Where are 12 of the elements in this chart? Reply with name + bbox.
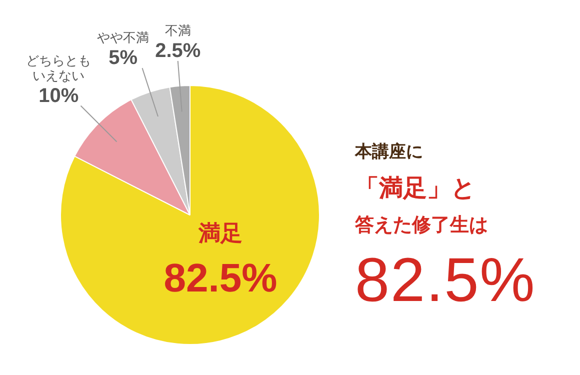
slice-label: どちらともいえない — [26, 54, 92, 84]
data-label: 2.5% — [155, 40, 201, 62]
text: 本講座に — [355, 141, 423, 163]
data-label: 10% — [38, 84, 79, 107]
text: 答えた修了生は — [355, 213, 488, 238]
data-label: 82.5% — [164, 256, 278, 301]
text: 82.5% — [355, 245, 536, 316]
slice-label: やや不満 — [97, 31, 150, 46]
text: 「満足」と — [355, 173, 476, 204]
slice-label: 満足 — [197, 221, 242, 246]
slice-label: 不満 — [164, 24, 191, 39]
data-label: 5% — [108, 47, 138, 70]
